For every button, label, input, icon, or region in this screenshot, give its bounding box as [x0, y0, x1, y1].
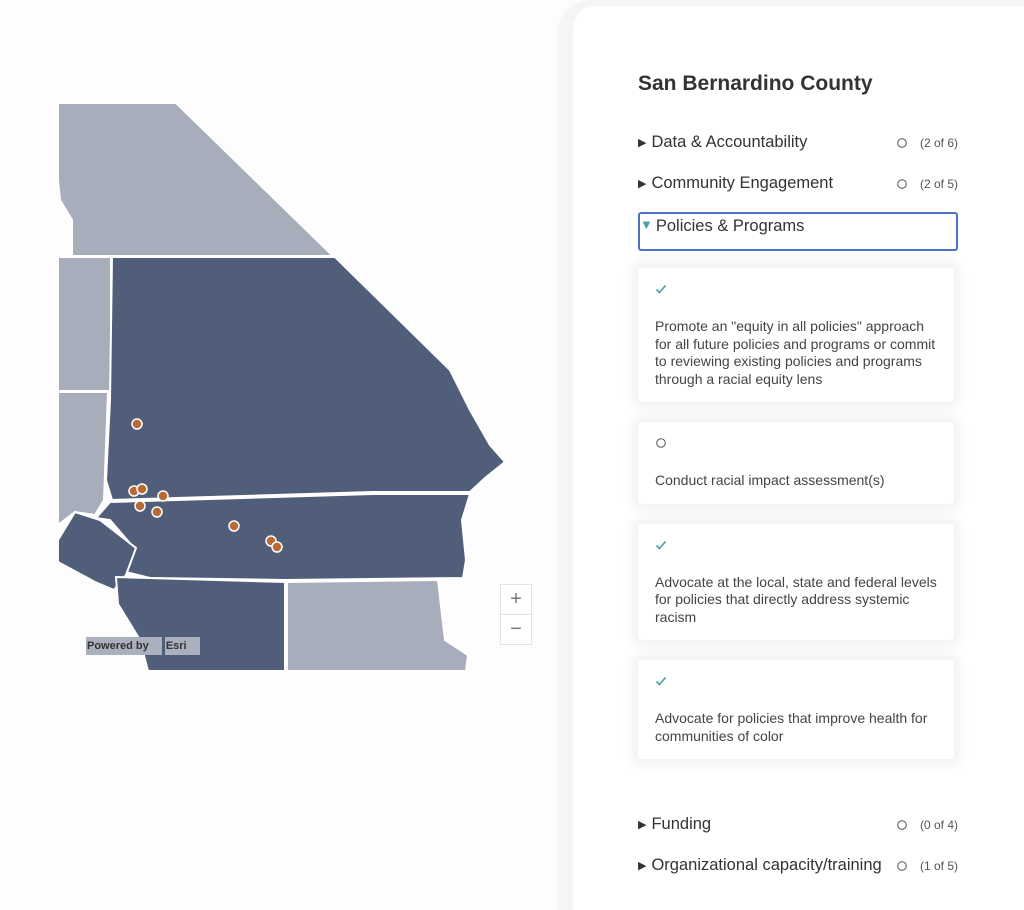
region [114, 575, 286, 672]
side-panel: San Bernardino County ▶ Data & Accountabi… [557, 0, 1024, 910]
section-count: (0 of 4) [919, 817, 958, 832]
circle [656, 438, 666, 448]
section-label: Data & Accountability [651, 133, 808, 151]
expand-triangle: ▼ [640, 217, 653, 232]
empty-circle-icon [656, 438, 666, 448]
item-text: Promote an "equity in all policies" appr… [655, 318, 936, 387]
collapse-triangle: ▶ [638, 178, 647, 190]
region [57, 391, 110, 528]
section-header-expanded[interactable]: ▼ Policies & Programs [638, 212, 958, 251]
empty-circle-icon [897, 820, 907, 830]
marker[interactable] [131, 418, 143, 430]
section-header[interactable]: ▶ Community Engagement (2 of 5) [638, 163, 958, 204]
county-title: San Bernardino County [638, 72, 873, 95]
collapse-triangle: ▶ [638, 137, 647, 149]
section-header[interactable]: ▶ Data & Accountability (2 of 6) [638, 122, 958, 163]
circle [897, 179, 907, 189]
zoom-out[interactable]: − [500, 614, 532, 645]
zoom-in[interactable]: + [500, 584, 532, 615]
check-icon [655, 676, 667, 686]
item-card: Advocate for policies that improve healt… [638, 660, 954, 759]
marker[interactable] [228, 520, 240, 532]
marker[interactable] [136, 483, 148, 495]
empty-circle-icon [897, 861, 907, 871]
marker[interactable] [271, 541, 283, 553]
empty-circle-icon [897, 179, 907, 189]
collapse-triangle: ▶ [638, 819, 647, 831]
section-list: ▶ Data & Accountability (2 of 6) ▶ Community… [638, 122, 958, 886]
empty-circle-icon [897, 138, 907, 148]
check [655, 540, 667, 550]
markers [128, 418, 283, 553]
check-icon [655, 284, 667, 294]
attribution: Powered by Esri [86, 637, 200, 655]
section-count: (2 of 6) [919, 135, 958, 150]
item-text: Advocate for policies that improve healt… [655, 710, 928, 744]
region [57, 510, 138, 592]
section-count: (1 of 5) [919, 858, 958, 873]
check-icon [655, 540, 667, 550]
section-header[interactable]: ▶ Funding (0 of 4) [638, 804, 958, 845]
marker[interactable] [151, 506, 163, 518]
item-text: Conduct racial impact assessment(s) [655, 472, 885, 488]
check [655, 284, 667, 294]
section-header[interactable]: ▶ Organizational capacity/training (1 of 5… [638, 845, 958, 886]
section-count: (2 of 5) [919, 176, 958, 191]
item-list: Promote an "equity in all policies" appr… [638, 268, 958, 759]
collapse-triangle: ▶ [638, 860, 647, 872]
region [94, 493, 472, 582]
attribution-text: Powered by [86, 637, 162, 655]
item-card: Advocate at the local, state and federal… [638, 523, 954, 640]
attribution-brand[interactable]: Esri [164, 637, 200, 655]
marker[interactable] [157, 490, 169, 502]
regions [57, 102, 507, 672]
circle [897, 138, 907, 148]
map [57, 102, 507, 672]
item-card: Promote an "equity in all policies" appr… [638, 268, 954, 402]
item-text: Advocate at the local, state and federal… [655, 573, 937, 625]
circle [897, 861, 907, 871]
section-label: Organizational capacity/training [651, 856, 882, 874]
marker[interactable] [134, 500, 146, 512]
check [655, 676, 667, 686]
region [57, 102, 336, 257]
item-card: Conduct racial impact assessment(s) [638, 422, 954, 504]
section-label: Funding [651, 815, 712, 833]
region [104, 256, 507, 502]
section-label: Community Engagement [651, 174, 834, 192]
region [57, 256, 112, 392]
region [286, 578, 470, 672]
section-label: Policies & Programs [655, 217, 805, 235]
circle [897, 820, 907, 830]
